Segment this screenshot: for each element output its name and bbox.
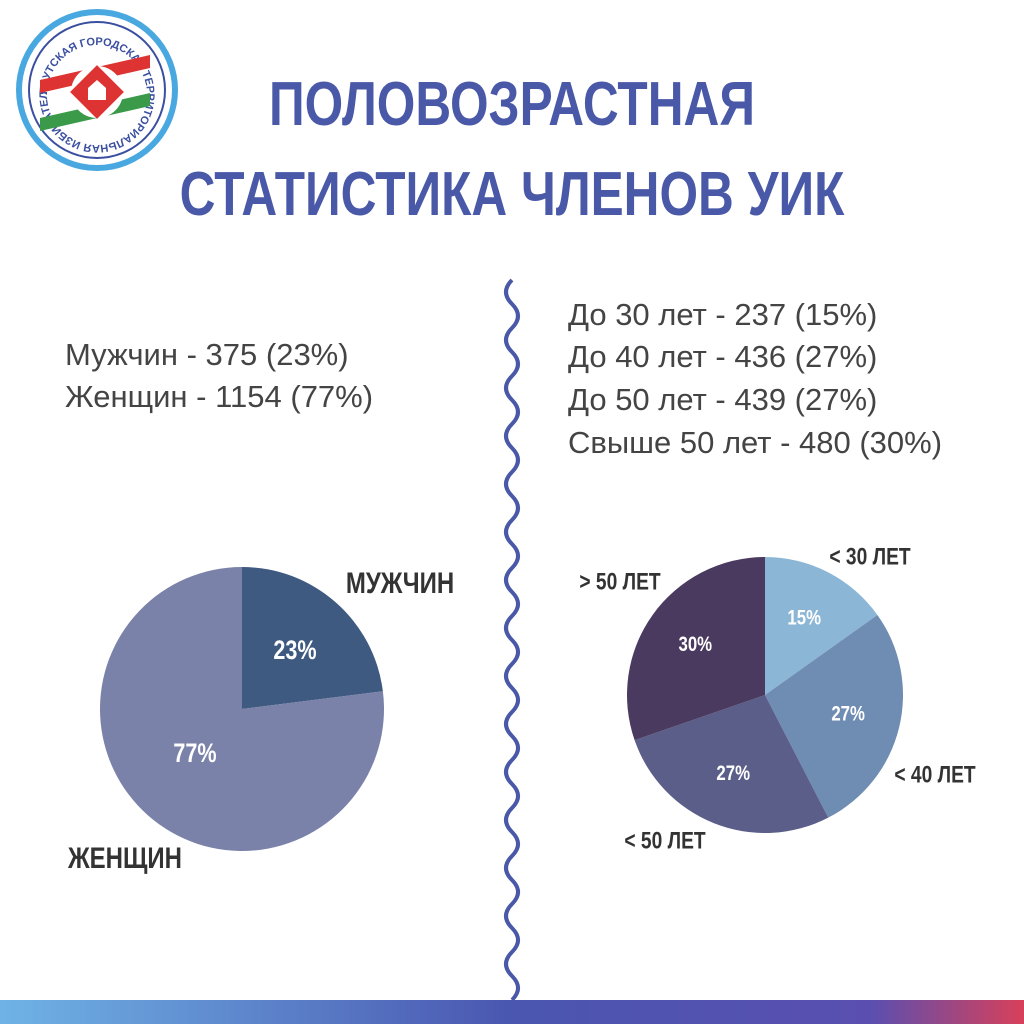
slice-label: 23% xyxy=(273,636,316,666)
stat-line: До 50 лет - 439 (27%) xyxy=(568,382,877,417)
charts: 23% МУЖЧИН 77% ЖЕНЩИН 15% < 30 ЛЕТ 27% < 40 ЛЕТ… xyxy=(67,542,976,874)
divider xyxy=(504,278,520,1002)
pie-slice xyxy=(99,567,385,851)
pie-slice xyxy=(765,557,878,695)
slice-label: 30% xyxy=(679,633,713,656)
category-label: < 30 ЛЕТ xyxy=(829,542,911,570)
stat-line: До 30 лет - 237 (15%) xyxy=(568,297,877,332)
slice-label: 15% xyxy=(787,607,821,630)
stat-line: До 40 лет - 436 (27%) xyxy=(568,339,877,374)
ornament-band xyxy=(0,1000,1024,1024)
pie-slice xyxy=(627,557,765,741)
stat-line: Свыше 50 лет - 480 (30%) xyxy=(568,425,942,460)
title-line: СТАТИСТИКА ЧЛЕНОВ УИК xyxy=(180,159,845,229)
logo: ЯКУТСКАЯ ГОРОДСКАЯ ТЕРРИТОРИАЛЬНАЯ ИЗБИР… xyxy=(0,0,178,171)
title-line: ПОЛОВОЗРАСТНАЯ xyxy=(269,69,755,139)
category-label: < 40 ЛЕТ xyxy=(894,760,976,788)
pie-slice xyxy=(765,614,904,818)
slice-label: 27% xyxy=(831,703,865,726)
stat-line: Мужчин - 375 (23%) xyxy=(65,337,349,372)
slice-label: 77% xyxy=(173,739,216,769)
pie-slice xyxy=(634,695,829,833)
category-label: > 50 ЛЕТ xyxy=(579,567,661,595)
category-label: МУЖЧИН xyxy=(346,565,454,599)
pie-slice xyxy=(242,567,383,709)
stat-line: Женщин - 1154 (77%) xyxy=(65,379,373,414)
category-label: ЖЕНЩИН xyxy=(67,840,182,874)
category-label: < 50 ЛЕТ xyxy=(624,826,706,854)
slice-label: 27% xyxy=(716,762,750,785)
